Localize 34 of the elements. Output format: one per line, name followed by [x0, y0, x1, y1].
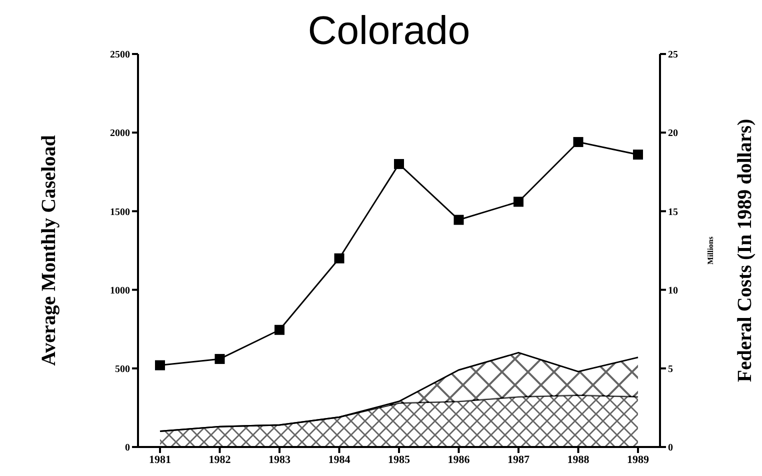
point — [573, 137, 584, 148]
y2-axis-title: Federal Costs (In 1989 dollars) — [734, 118, 756, 382]
x-tick-label: 1985 — [388, 454, 410, 466]
x-tick-label: 1981 — [149, 454, 171, 466]
y-tick-label: 2000 — [110, 128, 130, 140]
point — [274, 324, 284, 335]
x-tick-label: 1986 — [448, 454, 470, 466]
point — [214, 354, 225, 364]
x-tick-label: 1987 — [508, 454, 530, 466]
point — [633, 150, 643, 160]
x-tick-label: 1989 — [627, 454, 650, 466]
chart-title: Colorado — [308, 9, 470, 53]
point — [454, 214, 464, 225]
y2-tick-label: 0 — [668, 442, 673, 454]
x-tick-label: 1984 — [328, 454, 351, 466]
y-tick-label: 2500 — [110, 50, 130, 61]
text: Millions — [706, 236, 715, 265]
x-tick-label: 1982 — [208, 454, 232, 466]
x-tick-label: 1988 — [567, 454, 590, 466]
x-tick-label: 1983 — [268, 454, 291, 466]
y-axis-title: Average Monthly Caseload — [38, 135, 60, 366]
y-tick-label: 1500 — [110, 206, 130, 218]
y2-tick-label: 20 — [668, 128, 678, 140]
point — [394, 159, 404, 170]
y-tick-label: 1000 — [110, 285, 130, 296]
y2-tick-label: 10 — [668, 285, 678, 296]
y2-tick-label: 5 — [668, 364, 673, 375]
point — [155, 360, 165, 370]
y-tick-label: 0 — [125, 442, 130, 454]
point — [514, 196, 524, 207]
y2-tick-label: 15 — [668, 206, 678, 218]
y-tick-label: 500 — [115, 364, 130, 375]
point — [334, 253, 344, 264]
y2-tick-label: 25 — [668, 50, 678, 61]
